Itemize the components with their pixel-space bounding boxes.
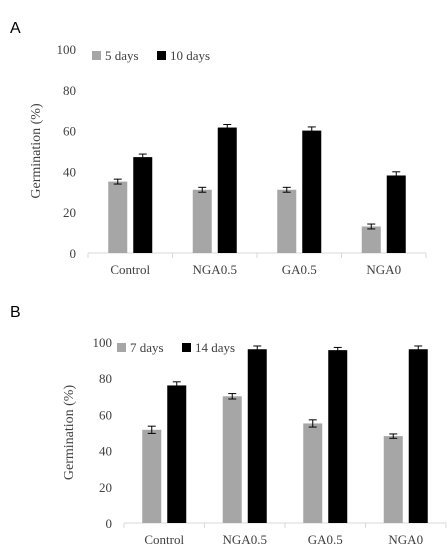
bar-a-2 xyxy=(302,130,322,253)
legend-swatch-b-2 xyxy=(182,343,191,352)
legend-label-a-1: 5 days xyxy=(105,48,139,63)
panel-letter-a: A xyxy=(10,20,21,37)
bar-b-1 xyxy=(142,429,162,523)
y-axis-label-b: Germination (%) xyxy=(62,385,77,481)
category-label-b: NGA0.5 xyxy=(223,532,267,547)
category-label-b: Control xyxy=(144,532,184,547)
category-label-a: Control xyxy=(110,262,150,277)
y-tick-label-b: 60 xyxy=(99,407,112,422)
category-label-a: GA0.5 xyxy=(282,262,317,277)
bar-a-1 xyxy=(361,226,381,253)
chart-panel-b: 0 20 40 60 80 100 Germination (%) Control NGA0.5… xyxy=(62,335,447,547)
legend-swatch-b-1 xyxy=(117,343,126,352)
bar-a-1 xyxy=(108,181,128,253)
y-tick-label-b: 0 xyxy=(106,516,113,531)
bar-a-2 xyxy=(386,175,406,253)
category-label-a: NGA0 xyxy=(366,262,401,277)
y-axis-label-a: Germination (%) xyxy=(29,103,44,199)
y-tick-label-a: 60 xyxy=(63,124,76,139)
bar-b-1 xyxy=(383,436,403,523)
y-tick-label-a: 40 xyxy=(63,164,76,179)
y-tick-label-b: 80 xyxy=(99,371,112,386)
bar-a-1 xyxy=(192,189,212,253)
y-tick-label-b: 100 xyxy=(93,335,113,350)
y-tick-label-a: 100 xyxy=(57,42,77,57)
legend-label-b-2: 14 days xyxy=(195,340,235,355)
y-tick-label-b: 20 xyxy=(99,480,112,495)
legend-swatch-a-1 xyxy=(92,51,101,60)
bar-b-2 xyxy=(247,349,267,523)
bar-b-2 xyxy=(167,385,187,523)
bar-b-2 xyxy=(408,349,428,523)
legend-swatch-a-2 xyxy=(157,51,166,60)
category-label-b: GA0.5 xyxy=(308,532,343,547)
bar-b-1 xyxy=(303,423,323,523)
bar-a-1 xyxy=(277,189,297,253)
y-tick-label-b: 40 xyxy=(99,444,112,459)
category-label-b: NGA0 xyxy=(388,532,423,547)
bar-b-2 xyxy=(328,350,348,523)
panel-letter-b: B xyxy=(10,304,21,321)
bar-a-2 xyxy=(133,157,153,253)
bar-b-1 xyxy=(222,396,242,523)
bar-a-2 xyxy=(217,127,237,253)
category-label-a: NGA0.5 xyxy=(193,262,237,277)
legend-label-b-1: 7 days xyxy=(130,340,164,355)
y-tick-label-a: 80 xyxy=(63,83,76,98)
y-tick-label-a: 20 xyxy=(63,205,76,220)
y-tick-label-a: 0 xyxy=(70,246,77,261)
chart-panel-a: 0 20 40 60 80 100 Germination (%) Control NGA0.5… xyxy=(29,42,427,277)
legend-label-a-2: 10 days xyxy=(170,48,210,63)
